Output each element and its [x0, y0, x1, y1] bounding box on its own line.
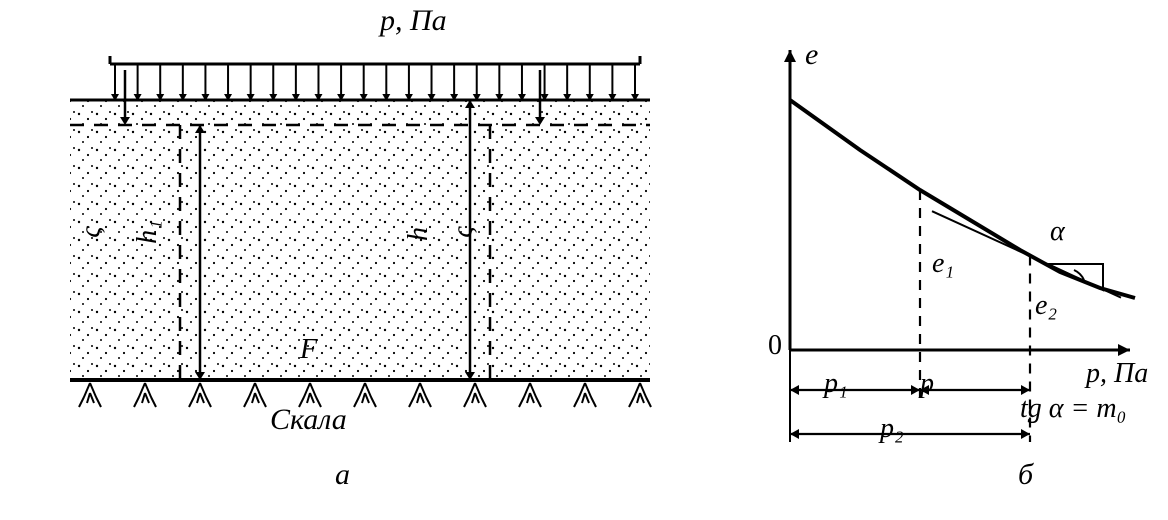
top-load-label: p, Па — [380, 6, 447, 36]
label-s-right: ς — [450, 226, 478, 237]
label-h: h — [405, 227, 433, 241]
label-tg-alpha: tg α = m₀ — [1020, 395, 1126, 423]
x-axis-label-p: p, Па — [1086, 360, 1148, 388]
label-F: F — [300, 336, 317, 364]
label-e1: e₁ — [932, 250, 954, 278]
left-panel — [40, 20, 680, 490]
label-sub-a: а — [335, 460, 350, 490]
label-sub-b: б — [1018, 460, 1033, 490]
label-alpha: α — [1050, 218, 1065, 246]
label-e2: e₂ — [1035, 292, 1057, 320]
y-axis-label-e: e — [805, 40, 818, 70]
origin-label-0: 0 — [768, 332, 782, 360]
label-p: p — [920, 370, 934, 398]
diagram-root: p, Па h₁ h ς ς F Скала а e 0 p, Па e₁ e₂… — [0, 0, 1168, 520]
label-skala: Скала — [270, 405, 347, 435]
label-p2: p₂ — [880, 415, 904, 443]
label-s-left: ς — [78, 226, 106, 237]
label-h1: h₁ — [134, 220, 162, 244]
label-p1: p₁ — [824, 370, 848, 398]
